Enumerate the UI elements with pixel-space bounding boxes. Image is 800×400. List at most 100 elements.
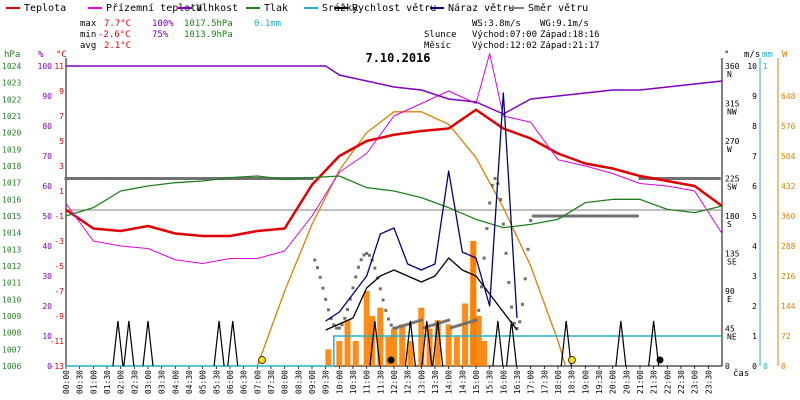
wind-direction-dot [190, 177, 194, 180]
wind-gust-spike [648, 320, 660, 367]
time-tick-label: 15:00 [472, 370, 481, 394]
wind-direction-dot [570, 214, 574, 218]
wind-direction-dot [611, 214, 615, 218]
pressure-tick-label: 1018 [2, 162, 21, 171]
temperature-tick-label: -3 [54, 237, 64, 246]
temperature-tick-label: -1 [54, 212, 64, 221]
wind-direction-dot [154, 177, 158, 180]
solar-bar [344, 320, 351, 366]
x-axis-label: čas [733, 368, 749, 379]
temperature-unit: °C [56, 50, 67, 60]
wind-direction-dot [266, 177, 270, 180]
wind-direction-dot [417, 319, 421, 323]
wind-direction-dot [411, 321, 415, 325]
wind-direction-dot [343, 316, 347, 320]
wind-direction-dot [269, 177, 273, 180]
wind-direction-dot [329, 317, 333, 321]
wind-direction-dot [233, 177, 237, 180]
stats: max 7.7°C 100% 1017.5hPa 0.1mm min -2.6°… [80, 19, 600, 51]
wind-direction-dot [567, 214, 571, 218]
stat-ws: WS:3.8m/s [472, 19, 521, 29]
wind-direction-dot [600, 214, 604, 218]
solar-bar [453, 336, 460, 366]
wind-direction-dot [676, 177, 680, 180]
wind-direction-dot [575, 214, 579, 218]
wind-direction-dot [340, 323, 344, 327]
time-tick-label: 22:30 [677, 370, 686, 394]
wind-direction-dot [551, 214, 555, 218]
time-tick-label: 19:00 [581, 370, 590, 394]
wind-gust-spike [404, 320, 416, 367]
wind-direction-dot [507, 281, 511, 285]
wind-tick-label: 4 [752, 242, 757, 251]
wind-direction-dot [94, 177, 98, 180]
solar-tick-label: 504 [781, 152, 796, 161]
wind-direction-dot [597, 214, 601, 218]
chart-title: 7.10.2016 [365, 51, 430, 65]
solar-tick-label: 72 [781, 332, 791, 341]
solar-tick-label: 288 [781, 242, 796, 251]
direction-unit: ° [724, 50, 729, 60]
wind-direction-dot [559, 214, 563, 218]
wind-direction-dot [455, 324, 459, 328]
wind-direction-dot [157, 177, 161, 180]
wind-direction-dot [406, 322, 410, 326]
wind-direction-dot [119, 177, 123, 180]
wind-direction-dot [141, 177, 145, 180]
stat-max-temp: 7.7°C [104, 19, 131, 29]
pressure-tick-label: 1015 [2, 212, 21, 221]
wind-direction-dot [460, 322, 464, 326]
solar-unit: W [782, 50, 788, 60]
solar-bar [462, 303, 469, 366]
wind-direction-dot [414, 320, 418, 324]
axis-ticks: 1024102310221021102010191018101710161015… [2, 62, 796, 394]
legend-label: Vlhkost [196, 3, 238, 14]
direction-tick-label: 180 [725, 212, 740, 221]
wind-direction-dot [447, 318, 451, 322]
wind-direction-dot [395, 326, 399, 330]
stat-sun-label: Slunce [424, 30, 457, 40]
time-tick-label: 17:30 [540, 370, 549, 394]
line-series [65, 53, 723, 367]
time-tick-label: 13:00 [417, 370, 426, 394]
time-tick-label: 09:00 [308, 370, 317, 394]
wind-direction-dot [307, 177, 311, 180]
wind-direction-dot [449, 326, 453, 330]
direction-compass-label: N [727, 70, 732, 79]
stat-max-hum: 100% [152, 19, 174, 29]
series-line-sr-ky [66, 335, 722, 367]
legend-label: Tlak [264, 3, 288, 14]
time-tick-label: 00:30 [76, 370, 85, 394]
wind-direction-dot [624, 214, 628, 218]
humidity-tick-label: 20 [42, 302, 52, 311]
wind-direction-dot [86, 177, 90, 180]
solar-bar [481, 341, 488, 366]
wind-direction-dot [504, 251, 508, 255]
wind-direction-dot [608, 214, 612, 218]
temperature-tick-label: 7 [59, 112, 64, 121]
wind-direction-dot [594, 214, 598, 218]
stat-sun-set: Západ:18:16 [540, 30, 600, 40]
wind-direction-dot [367, 253, 371, 257]
wind-direction-dot [717, 177, 721, 180]
solar-tick-label: 144 [781, 302, 796, 311]
time-tick-label: 21:30 [650, 370, 659, 394]
wind-direction-dot [203, 177, 207, 180]
stat-min-press: 1013.9hPa [184, 30, 233, 40]
wind-direction-dot [531, 214, 535, 218]
solar-bar [418, 307, 425, 366]
wind-direction-dot [488, 201, 492, 205]
wind-direction-dot [682, 177, 686, 180]
pressure-tick-label: 1011 [2, 279, 21, 288]
humidity-tick-label: 10 [42, 332, 52, 341]
wind-direction-dot [397, 325, 401, 329]
series-line-p-zemn-teplota [65, 53, 723, 264]
direction-tick-label: 135 [725, 250, 740, 259]
wind-direction-dot [581, 214, 585, 218]
wind-direction-dot [162, 177, 166, 180]
wind-direction-dot [160, 177, 164, 180]
time-tick-label: 18:30 [568, 370, 577, 394]
stat-moon-set: Západ:21:17 [540, 41, 600, 51]
wind-direction-dot [135, 177, 139, 180]
